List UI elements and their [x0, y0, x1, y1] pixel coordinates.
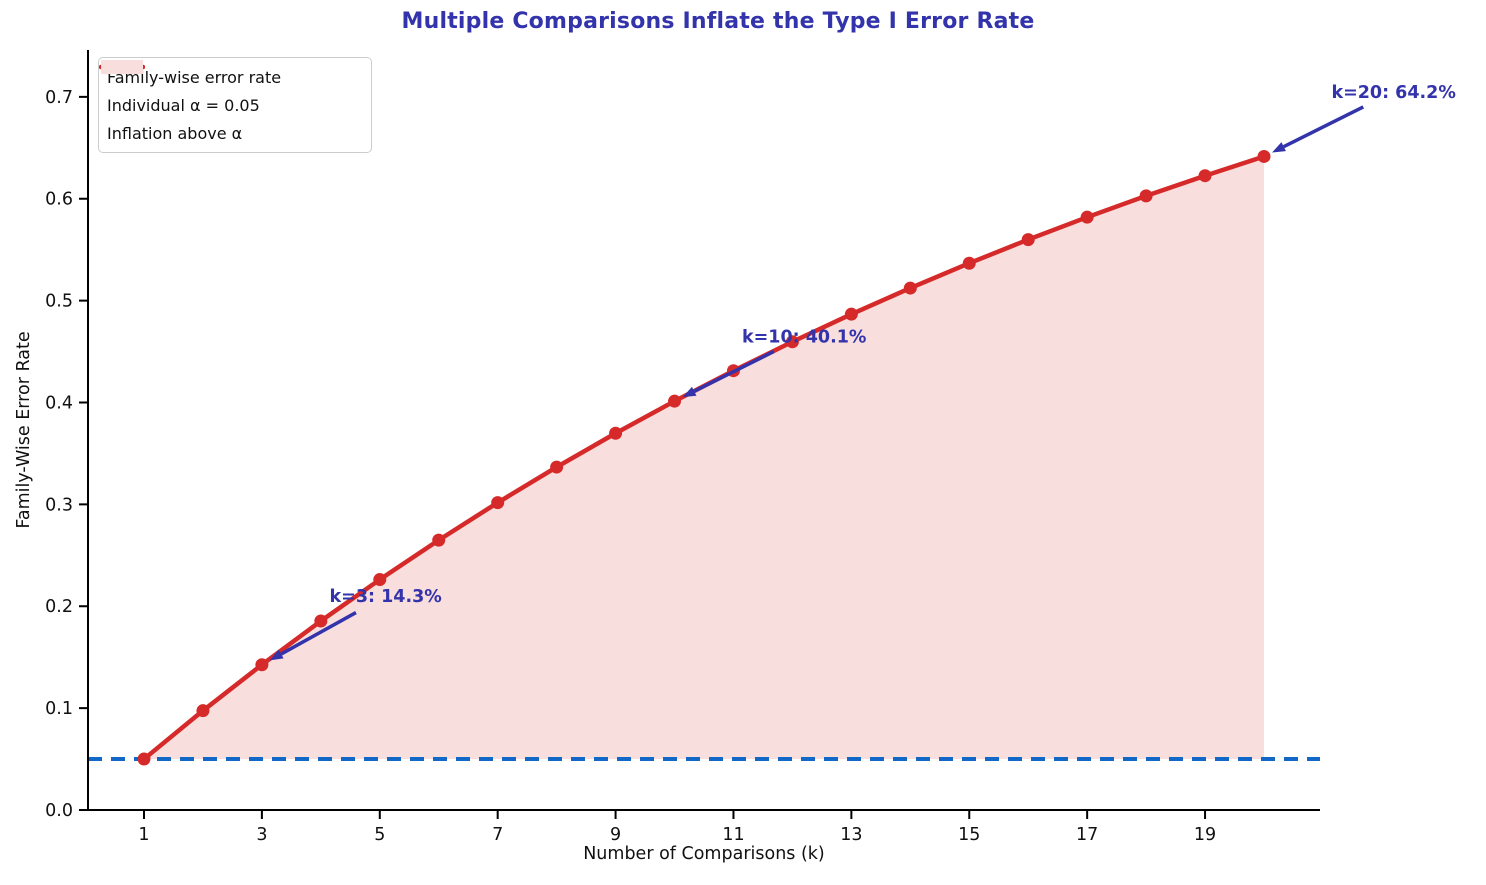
- annotation-arrow-line: [280, 611, 357, 656]
- data-point-marker: [903, 281, 917, 295]
- x-tick-label: 11: [722, 825, 744, 845]
- x-tick-label: 5: [374, 825, 385, 845]
- legend-label-fwer: Family-wise error rate: [107, 67, 282, 87]
- x-tick-label: 1: [138, 825, 149, 845]
- y-tick-label: 0.0: [45, 801, 73, 821]
- x-tick-label: 9: [610, 825, 621, 845]
- data-point-marker: [255, 658, 269, 672]
- x-tick-label: 3: [256, 825, 267, 845]
- annotation-arrow-line: [693, 349, 775, 393]
- data-point-marker: [962, 256, 976, 270]
- x-tick-label: 17: [1076, 825, 1098, 845]
- data-point-marker: [491, 496, 505, 510]
- x-tick-label: 15: [958, 825, 980, 845]
- x-tick-label: 13: [840, 825, 862, 845]
- data-point-marker: [609, 426, 623, 440]
- y-tick-label: 0.4: [45, 393, 73, 413]
- data-point-marker: [1139, 189, 1153, 203]
- y-tick-label: 0.6: [45, 190, 73, 210]
- y-tick-label: 0.1: [45, 699, 73, 719]
- legend-item-fwer: Family-wise error rate: [99, 60, 361, 88]
- legend-item-inflation: Inflation above α: [101, 60, 361, 144]
- data-point-marker: [196, 704, 210, 718]
- y-tick-label: 0.3: [45, 495, 73, 515]
- annotation-arrow-line: [1282, 105, 1365, 149]
- annotation-arrowhead-icon: [269, 649, 284, 661]
- data-point-marker: [314, 614, 328, 628]
- data-point-marker: [785, 335, 799, 349]
- fill-patch-swatch-icon: [101, 60, 143, 74]
- x-tick-label: 19: [1194, 825, 1216, 845]
- annotation-label: k=10: 40.1%: [742, 327, 866, 347]
- data-point-marker: [137, 752, 151, 766]
- legend-item-alpha: Individual α = 0.05: [101, 64, 361, 116]
- annotation-label: k=20: 64.2%: [1331, 83, 1455, 103]
- legend: Family-wise error rate Individual α = 0.…: [98, 57, 372, 153]
- data-point-marker: [550, 460, 564, 474]
- y-tick-label: 0.2: [45, 597, 73, 617]
- annotation-label: k=3: 14.3%: [330, 587, 442, 607]
- data-point-marker: [1198, 169, 1212, 183]
- data-point-marker: [1257, 149, 1271, 163]
- inflation-fill-area: [144, 156, 1264, 760]
- annotation-arrowhead-icon: [1272, 142, 1286, 153]
- chart-title: Multiple Comparisons Inflate the Type I …: [401, 9, 1035, 34]
- data-point-marker: [1021, 233, 1035, 247]
- data-point-marker: [432, 533, 446, 547]
- legend-label-alpha: Individual α = 0.05: [107, 95, 260, 115]
- data-point-marker: [844, 307, 858, 321]
- x-axis-label: Number of Comparisons (k): [583, 844, 825, 864]
- data-point-marker: [1080, 210, 1094, 224]
- x-tick-label: 7: [492, 825, 503, 845]
- y-tick-label: 0.7: [45, 88, 73, 108]
- data-point-marker: [668, 394, 682, 408]
- y-tick-label: 0.5: [45, 292, 73, 312]
- data-point-marker: [373, 573, 387, 587]
- legend-label-inflation: Inflation above α: [107, 123, 243, 143]
- y-axis-label: Family-Wise Error Rate: [14, 331, 34, 529]
- annotation-arrowhead-icon: [682, 386, 697, 398]
